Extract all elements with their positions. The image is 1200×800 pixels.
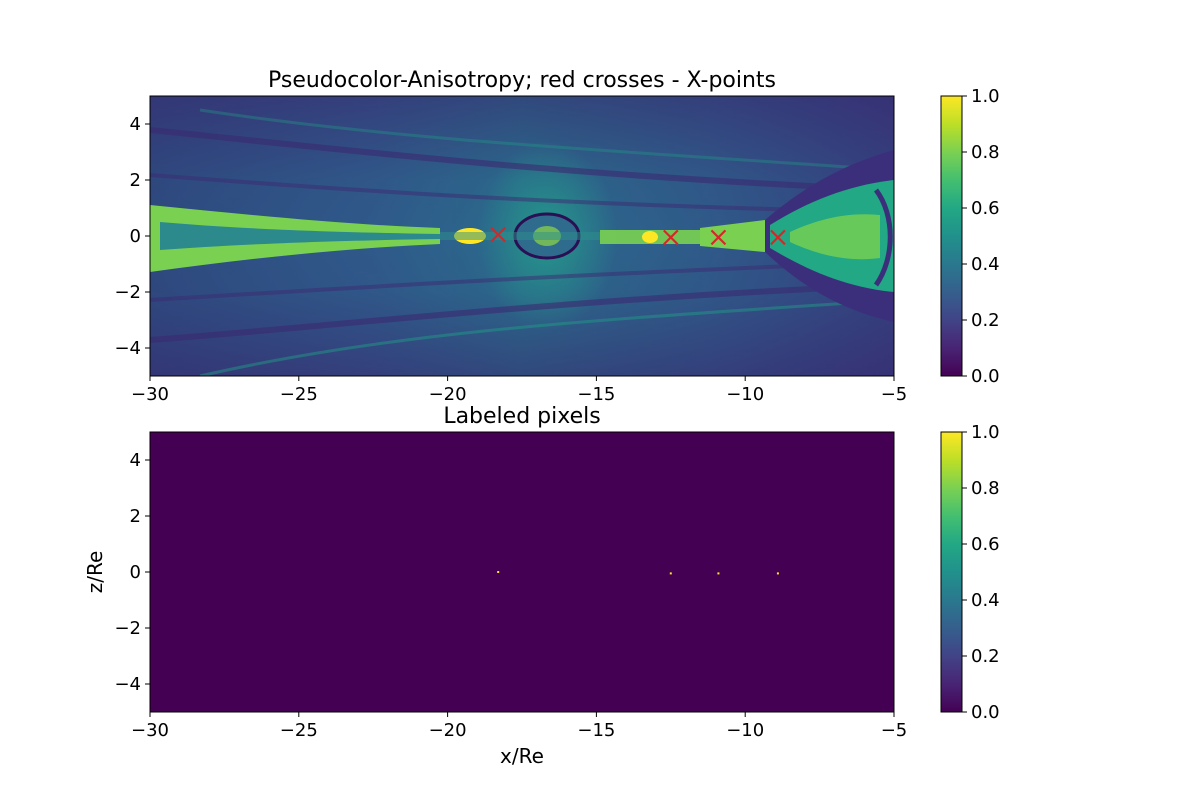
y-axis-label: z/Re	[83, 551, 107, 594]
anisotropy-panel: Pseudocolor-Anisotropy; red crosses - X-…	[114, 68, 999, 405]
x-tick-label: −10	[726, 720, 764, 741]
colorbar-tick-label: 0.0	[971, 702, 1000, 723]
labeled-pixel	[497, 571, 500, 573]
labeled-pixels-colorbar	[940, 431, 963, 713]
colorbar-tick-label: 0.6	[971, 198, 1000, 219]
colorbar-tick-label: 0.8	[971, 142, 1000, 163]
y-tick-label: 2	[130, 506, 141, 527]
x-point-marker	[490, 226, 506, 243]
y-tick-label: −4	[114, 674, 141, 695]
x-tick-label: −30	[131, 384, 169, 405]
x-tick-label: −5	[881, 720, 908, 741]
y-tick-label: 4	[130, 450, 141, 471]
anisotropy-image	[150, 96, 894, 376]
colorbar-tick-label: 0.0	[971, 366, 1000, 387]
colorbar-tick-label: 1.0	[971, 86, 1000, 107]
colorbar-tick-label: 0.6	[971, 534, 1000, 555]
x-point-marker	[770, 229, 786, 246]
y-tick-label: −4	[114, 338, 141, 359]
labeled-pixel	[776, 572, 779, 575]
y-tick-label: 0	[130, 226, 141, 247]
x-tick-label: −20	[429, 384, 467, 405]
x-tick-label: −20	[429, 720, 467, 741]
anisotropy-title: Pseudocolor-Anisotropy; red crosses - X-…	[268, 68, 776, 93]
colorbar-tick-label: 0.8	[971, 478, 1000, 499]
y-tick-label: 4	[130, 114, 141, 135]
labeled-pixel	[669, 572, 672, 575]
x-tick-label: −10	[726, 384, 764, 405]
x-tick-label: −15	[577, 720, 615, 741]
colorbar-tick-label: 1.0	[971, 422, 1000, 443]
x-axis-label: x/Re	[500, 744, 544, 768]
y-tick-label: −2	[114, 618, 141, 639]
labeled-pixel	[717, 572, 720, 575]
x-tick-label: −5	[881, 384, 908, 405]
x-tick-label: −30	[131, 720, 169, 741]
x-point-marker	[710, 229, 727, 246]
labeled-pixels-image	[150, 432, 894, 712]
x-point-marker	[663, 229, 679, 246]
y-tick-label: −2	[114, 282, 141, 303]
colorbar-tick-label: 0.4	[971, 590, 1000, 611]
labeled-pixels-title: Labeled pixels	[443, 404, 600, 429]
colorbar-tick-label: 0.2	[971, 646, 1000, 667]
x-tick-label: −25	[280, 384, 318, 405]
y-tick-label: 0	[130, 562, 141, 583]
colorbar-tick-label: 0.2	[971, 310, 1000, 331]
x-tick-label: −25	[280, 720, 318, 741]
colorbar-tick-label: 0.4	[971, 254, 1000, 275]
anisotropy-colorbar	[940, 95, 963, 377]
labeled-pixels-panel: Labeled pixels −30 −25 −20 −15 −10 −5 4 2 0 −2 −4…	[83, 404, 1000, 768]
x-tick-label: −15	[577, 384, 615, 405]
y-tick-label: 2	[130, 170, 141, 191]
